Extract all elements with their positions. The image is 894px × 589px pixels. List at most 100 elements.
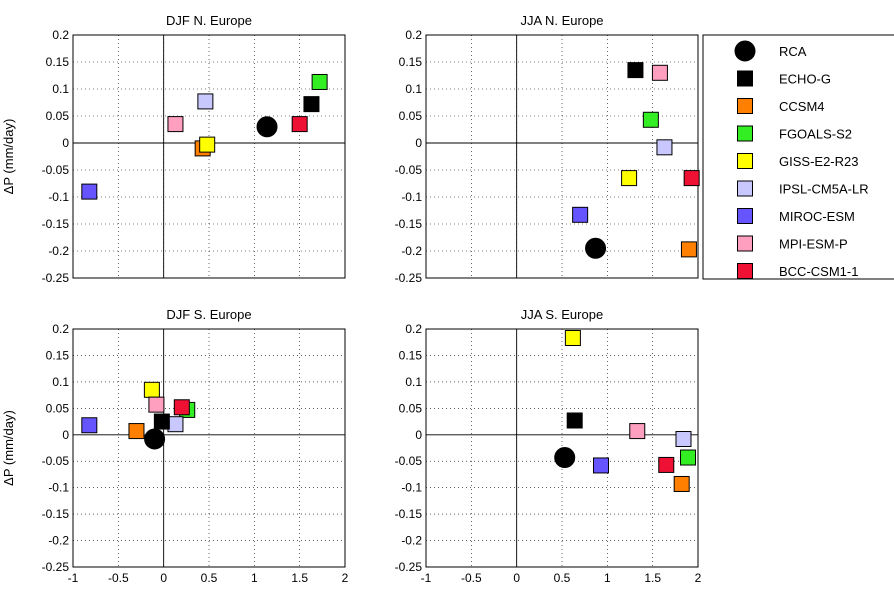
legend-label-giss-e2-r23: GISS-E2-R23 [779,154,858,169]
point-rca [585,237,607,259]
y-tick-label: 0.15 [46,55,70,69]
point-giss-e2-r23 [621,170,638,187]
y-tick-label: -0.2 [48,534,69,548]
y-tick-label: -0.05 [42,454,70,468]
x-tick-label: -1 [421,571,432,585]
y-tick-label: -0.2 [48,244,69,258]
plot-area [73,329,345,567]
point-rca [554,447,576,469]
x-tick-label: 2 [342,571,349,585]
y-tick-label: -0.15 [395,507,423,521]
point-mpi-esm-p [148,396,165,413]
x-tick-label: -0.5 [461,571,482,585]
y-tick-label: 0.1 [52,375,69,389]
y-tick-label: 0.05 [46,109,70,123]
x-tick-label: -0.5 [108,571,129,585]
point-echo-g [566,412,583,429]
legend: RCA ECHO-G CCSM4 FGOALS-S2 GISS-E2-R23 IPSL-C… [702,34,894,280]
y-tick-label: 0.1 [405,82,422,96]
y-axis-label: ΔP (mm/day) [1,119,16,195]
panel-title: DJF N. Europe [166,13,252,28]
y-tick-label: 0.15 [399,55,423,69]
y-tick-label: -0.2 [401,534,422,548]
y-tick-label: -0.25 [42,271,70,285]
y-tick-label: -0.15 [395,217,423,231]
y-tick-label: 0.05 [46,401,70,415]
legend-marker-mpi-esm-p [737,235,753,252]
point-mpi-esm-p [651,64,668,81]
panel-title: DJF S. Europe [166,307,251,322]
legend-marker-ipsl-cm5a-lr [737,180,753,197]
point-mpi-esm-p [629,423,646,440]
y-tick-label: -0.25 [395,560,423,574]
panel-jja-n-europe: 0.2 0.15 0.1 0.05 0 -0.05 -0.1 -0.15 -0.2 -0.25 JJ… [395,13,700,285]
legend-label-ccsm4: CCSM4 [779,99,825,114]
point-ipsl-cm5a-lr [656,139,673,156]
y-tick-label: -0.15 [42,217,70,231]
point-miroc-esm [592,457,609,474]
legend-label-mpi-esm-p: MPI-ESM-P [779,237,848,252]
point-giss-e2-r23 [143,381,160,398]
point-ccsm4 [128,423,145,440]
point-echo-g [153,413,170,430]
y-tick-label: -0.25 [42,560,70,574]
panel-djf-s-europe: 0.2 0.15 0.1 0.05 0 -0.05 -0.1 -0.15 -0.2 -0.25-1… [1,307,349,585]
point-giss-e2-r23 [199,136,216,153]
legend-marker-fgoals-s2 [737,125,753,142]
y-axis-label: ΔP (mm/day) [1,410,16,486]
y-tick-label: -0.2 [401,244,422,258]
point-miroc-esm [81,417,98,434]
y-tick-label: -0.1 [401,481,422,495]
panel-title: JJA N. Europe [520,13,603,28]
axes-frame [425,34,699,279]
y-tick-label: 0.05 [399,109,423,123]
y-tick-label: -0.05 [395,163,423,177]
legend-marker-echo-g [737,70,753,87]
y-tick-label: -0.05 [395,454,423,468]
y-tick-label: 0.15 [46,348,70,362]
y-tick-label: 0.2 [52,322,69,336]
axes-frame [425,328,699,568]
x-tick-label: 0.5 [201,571,218,585]
panel-djf-n-europe: 0.2 0.15 0.1 0.05 0 -0.05 -0.1 -0.15 -0.2 -0.25 ΔP… [1,13,346,285]
x-tick-label: 1 [604,571,611,585]
point-bcc-csm1-1 [683,170,700,187]
y-tick-label: -0.1 [48,481,69,495]
point-rca [256,116,278,138]
legend-label-echo-g: ECHO-G [779,72,831,87]
point-miroc-esm [81,183,98,200]
point-ipsl-cm5a-lr [197,93,214,110]
y-tick-label: 0.05 [399,401,423,415]
point-mpi-esm-p [167,116,184,133]
point-bcc-csm1-1 [658,456,675,473]
x-tick-label: 1.5 [644,571,661,585]
point-fgoals-s2 [311,73,328,90]
y-tick-label: 0.15 [399,348,423,362]
y-tick-label: -0.05 [42,163,70,177]
y-tick-label: 0.2 [405,28,422,42]
panel-title: JJA S. Europe [521,307,603,322]
y-tick-label: -0.1 [401,190,422,204]
point-echo-g [627,62,644,79]
point-miroc-esm [572,206,589,223]
point-fgoals-s2 [680,449,697,466]
point-fgoals-s2 [642,111,659,128]
y-tick-label: 0 [62,428,69,442]
x-tick-label: 1.5 [291,571,308,585]
y-tick-label: 0.1 [405,375,422,389]
point-ccsm4 [673,475,690,492]
panel-jja-s-europe: 0.2 0.15 0.1 0.05 0 -0.05 -0.1 -0.15 -0.2 -0.25-1… [395,307,702,585]
y-tick-label: 0 [62,136,69,150]
y-tick-label: 0 [415,136,422,150]
legend-marker-rca [734,40,756,62]
legend-marker-miroc-esm [737,208,753,224]
point-rca [144,428,166,450]
legend-label-fgoals-s2: FGOALS-S2 [779,127,852,142]
x-tick-label: -1 [68,571,79,585]
axes-frame [72,34,346,279]
x-tick-label: 1 [251,571,258,585]
point-echo-g [303,96,320,113]
legend-label-rca: RCA [779,44,807,59]
y-tick-label: 0.2 [405,322,422,336]
